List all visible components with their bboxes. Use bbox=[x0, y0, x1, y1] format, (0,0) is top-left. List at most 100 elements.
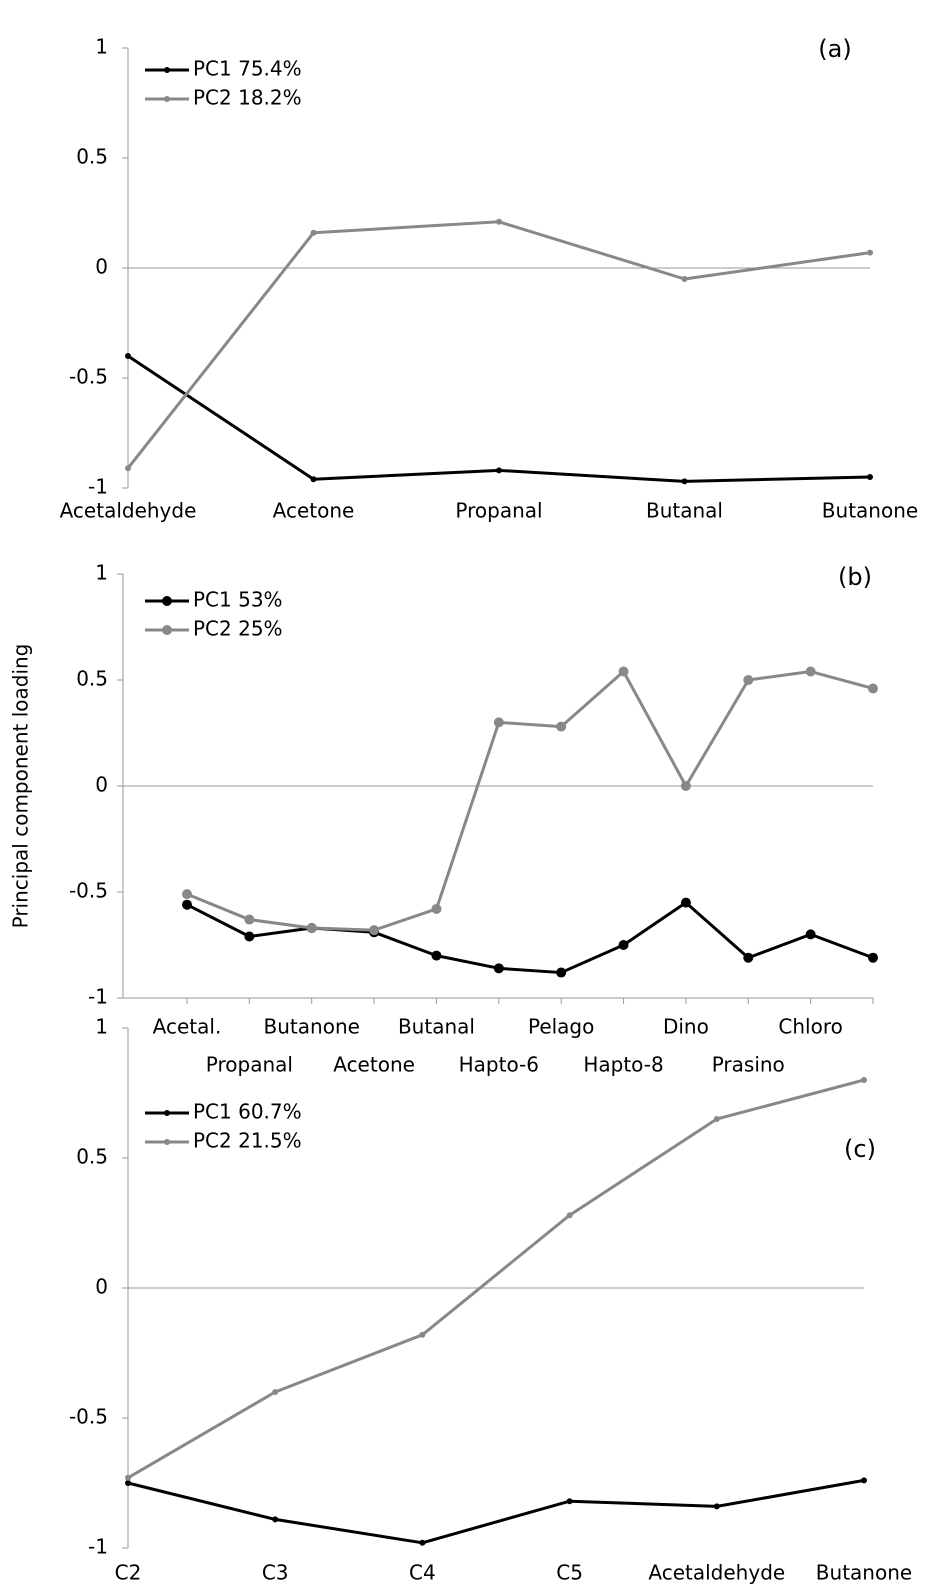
x-tick-label: Acetal. bbox=[153, 1015, 222, 1039]
y-tick-label: -0.5 bbox=[69, 1405, 108, 1429]
legend-label: PC2 21.5% bbox=[193, 1129, 302, 1153]
x-tick-label: Acetaldehyde bbox=[60, 499, 197, 523]
x-tick-label: Butanone bbox=[264, 1015, 360, 1039]
x-tick-label: Propanal bbox=[206, 1053, 293, 1077]
y-tick-label: -0.5 bbox=[69, 879, 108, 903]
y-tick-label: 1 bbox=[95, 1015, 108, 1039]
x-tick-label: Pelago bbox=[528, 1015, 594, 1039]
point bbox=[867, 474, 873, 480]
point bbox=[419, 1539, 426, 1546]
point bbox=[680, 781, 691, 791]
legend-marker bbox=[164, 67, 170, 73]
point bbox=[861, 1077, 867, 1083]
point bbox=[369, 925, 380, 936]
point bbox=[868, 683, 878, 694]
point bbox=[681, 478, 688, 485]
point bbox=[556, 721, 567, 732]
point bbox=[713, 1116, 720, 1122]
point bbox=[310, 229, 317, 236]
y-tick-label: 0 bbox=[95, 773, 108, 797]
panel-title: (c) bbox=[844, 1135, 876, 1163]
point bbox=[182, 899, 192, 910]
point bbox=[272, 1389, 279, 1395]
y-tick-label: 0.5 bbox=[76, 145, 108, 169]
point bbox=[125, 353, 131, 359]
x-tick-label: C2 bbox=[115, 1561, 142, 1585]
x-tick-label: Acetone bbox=[273, 499, 355, 523]
panel-title: (a) bbox=[818, 35, 851, 63]
x-tick-label: Acetone bbox=[333, 1053, 415, 1077]
point bbox=[618, 666, 629, 677]
point bbox=[867, 249, 873, 256]
x-tick-label: C5 bbox=[556, 1561, 583, 1585]
point bbox=[244, 931, 255, 942]
x-tick-label: Butanal bbox=[398, 1015, 475, 1039]
series-line bbox=[186, 670, 874, 932]
point bbox=[566, 1498, 573, 1505]
legend-label: PC2 18.2% bbox=[193, 86, 302, 110]
x-tick-label: Chloro bbox=[778, 1015, 842, 1039]
point bbox=[805, 929, 816, 940]
legend-marker bbox=[162, 596, 172, 606]
point bbox=[743, 675, 754, 685]
x-tick-label: Hapto-8 bbox=[583, 1053, 663, 1077]
point bbox=[496, 218, 502, 225]
point bbox=[431, 903, 442, 914]
point bbox=[805, 666, 816, 677]
legend-label: PC2 25% bbox=[193, 617, 283, 641]
y-tick-label: 0.5 bbox=[76, 1145, 108, 1169]
x-tick-label: Dino bbox=[663, 1015, 709, 1039]
y-tick-label: -0.5 bbox=[69, 365, 108, 389]
legend-label: PC1 60.7% bbox=[193, 1100, 302, 1124]
series-line bbox=[186, 901, 874, 975]
series-line bbox=[127, 1078, 865, 1480]
point bbox=[713, 1503, 720, 1510]
point bbox=[566, 1212, 573, 1219]
point bbox=[680, 897, 691, 908]
point bbox=[244, 914, 255, 925]
x-tick-label: Hapto-6 bbox=[459, 1053, 539, 1077]
series-line bbox=[127, 1478, 865, 1545]
y-tick-label: 0 bbox=[95, 1275, 108, 1299]
x-tick-label: C4 bbox=[409, 1561, 436, 1585]
legend-marker bbox=[164, 1139, 170, 1145]
point bbox=[618, 940, 629, 950]
y-tick-label: -1 bbox=[88, 475, 108, 499]
x-tick-label: Prasino bbox=[712, 1053, 785, 1077]
point bbox=[556, 967, 567, 978]
point bbox=[743, 952, 754, 963]
y-tick-label: -1 bbox=[88, 1535, 108, 1559]
point bbox=[125, 1480, 131, 1486]
x-tick-label: Propanal bbox=[455, 499, 542, 523]
x-tick-label: Butanal bbox=[646, 499, 723, 523]
legend-marker bbox=[162, 625, 172, 635]
y-axis-label: Principal component loading bbox=[9, 644, 33, 929]
point bbox=[496, 467, 502, 474]
legend-label: PC1 75.4% bbox=[193, 57, 302, 81]
y-tick-label: 0.5 bbox=[76, 667, 108, 691]
x-tick-label: Acetaldehyde bbox=[648, 1561, 785, 1585]
point bbox=[310, 476, 317, 483]
x-tick-label: Butanone bbox=[816, 1561, 912, 1585]
legend-label: PC1 53% bbox=[193, 588, 283, 612]
legend-marker bbox=[164, 96, 170, 102]
point bbox=[493, 963, 504, 974]
point bbox=[868, 952, 878, 963]
panel-title: (b) bbox=[838, 563, 872, 591]
point bbox=[493, 717, 504, 728]
point bbox=[306, 923, 317, 934]
y-tick-label: 1 bbox=[95, 35, 108, 59]
x-tick-label: Butanone bbox=[822, 499, 918, 523]
legend-marker bbox=[164, 1110, 170, 1116]
point bbox=[182, 889, 192, 900]
point bbox=[125, 1474, 131, 1481]
point bbox=[272, 1516, 279, 1523]
point bbox=[419, 1331, 426, 1338]
series-line bbox=[127, 354, 871, 483]
point bbox=[125, 465, 131, 472]
point bbox=[861, 1477, 867, 1484]
point bbox=[681, 276, 688, 282]
y-tick-label: 0 bbox=[95, 255, 108, 279]
